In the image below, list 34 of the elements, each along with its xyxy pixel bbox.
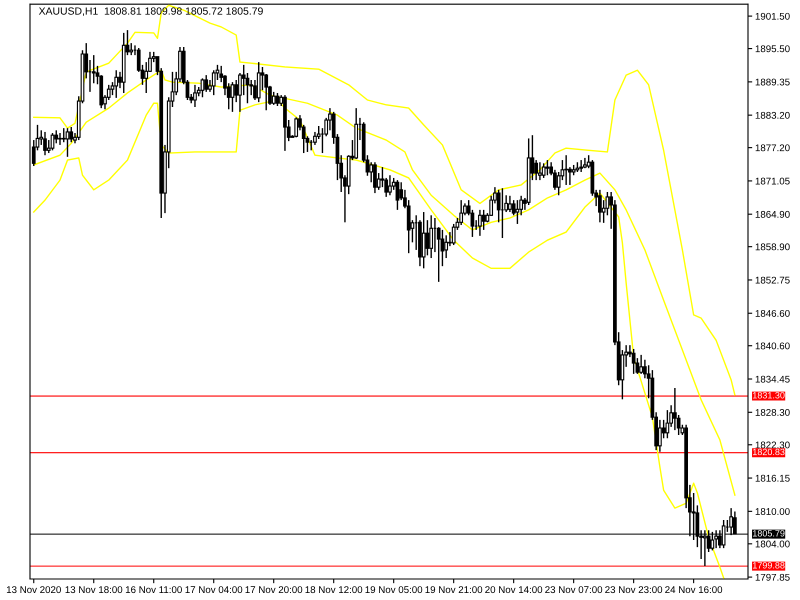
x-tick-label: 19 Nov 05:00	[366, 586, 422, 594]
x-tick-label: 20 Nov 14:00	[485, 586, 542, 594]
y-tick-label: 1804.00	[756, 540, 790, 548]
x-tick-label: 24 Nov 16:00	[665, 586, 722, 594]
ref-line-label: 1805.79	[752, 530, 785, 537]
y-tick-label: 1852.75	[756, 276, 790, 284]
x-tick-label: 16 Nov 11:00	[126, 586, 182, 594]
x-tick-label: 19 Nov 21:00	[426, 586, 482, 594]
y-tick-label: 1889.35	[756, 78, 790, 86]
x-tick-label: 17 Nov 04:00	[186, 586, 242, 594]
y-tick-label: 1858.90	[756, 243, 790, 250]
y-tick-label: 1840.60	[756, 342, 790, 350]
ref-line-label: 1831.30	[752, 392, 785, 398]
y-tick-label: 1895.50	[756, 45, 790, 52]
y-tick-label: 1901.50	[756, 12, 790, 20]
ref-line-label: 1799.88	[752, 562, 785, 569]
y-tick-label: 1834.45	[756, 376, 790, 383]
y-tick-label: 1797.85	[756, 574, 790, 581]
x-tick-label: 18 Nov 12:00	[306, 586, 362, 594]
y-tick-label: 1864.90	[756, 210, 790, 218]
y-tick-label: 1877.20	[756, 144, 790, 152]
y-tick-label: 1822.30	[756, 442, 790, 448]
x-tick-label: 13 Nov 2020	[6, 586, 61, 594]
ref-line-label: 1820.83	[752, 448, 785, 456]
x-tick-label: 23 Nov 07:00	[545, 586, 602, 594]
x-tick-label: 23 Nov 23:00	[605, 586, 662, 594]
y-tick-label: 1883.20	[756, 112, 790, 119]
y-tick-label: 1816.15	[756, 474, 790, 482]
y-tick-label: 1828.30	[756, 409, 790, 416]
y-tick-label: 1846.60	[756, 310, 790, 317]
x-tick-label: 13 Nov 18:00	[66, 586, 122, 594]
y-tick-label: 1871.05	[756, 178, 790, 185]
x-tick-label: 17 Nov 20:00	[246, 586, 302, 594]
y-tick-label: 1810.00	[756, 508, 790, 515]
